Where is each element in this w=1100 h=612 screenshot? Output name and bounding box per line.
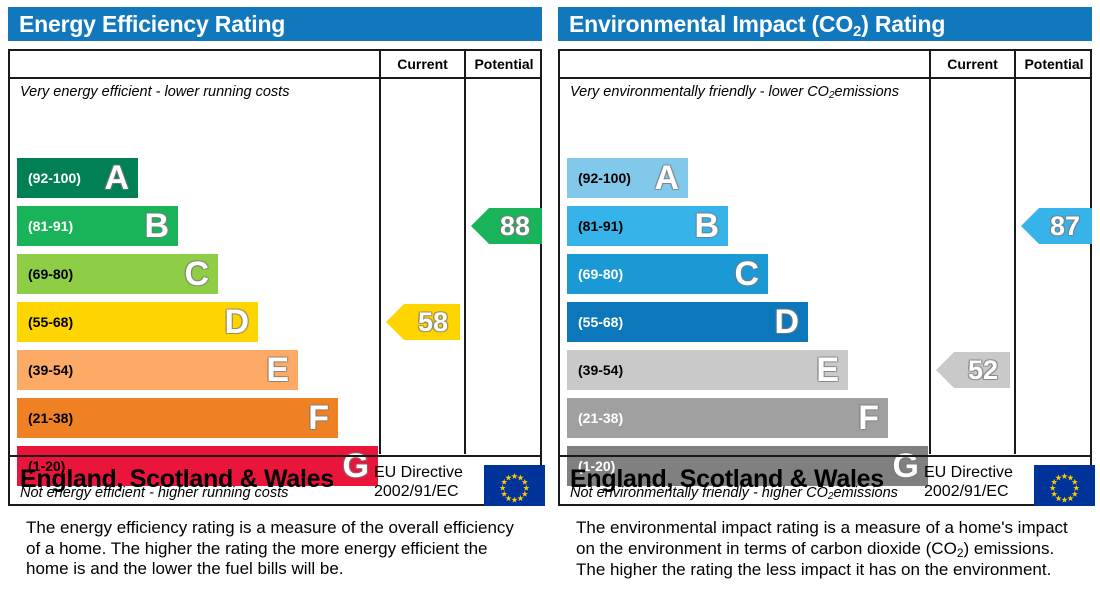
- bottom-caption: Not energy efficient - higher running co…: [20, 485, 289, 501]
- bottom-caption: Not environmentally friendly - higher CO…: [570, 482, 925, 504]
- band-letter-c: C: [734, 255, 759, 293]
- band-letter-c: C: [184, 255, 209, 293]
- bottom-caption-suffix: emissions: [833, 485, 898, 501]
- column-header-current: Current: [397, 56, 448, 72]
- top-caption: Very environmentally friendly - lower CO…: [570, 81, 925, 103]
- footer-directive-line2: 2002/91/EC: [924, 483, 1009, 500]
- band-range-b: (81-91): [578, 218, 624, 234]
- column-divider-2: [1014, 51, 1016, 454]
- top-caption-prefix: Very environmentally friendly - lower CO: [570, 84, 829, 100]
- environmental-impact-panel: Environmental Impact (CO2) Rating Curren…: [554, 0, 1098, 612]
- potential-rating-arrow: 88: [471, 208, 542, 244]
- band-letter-e: E: [816, 351, 839, 389]
- band-range-c: (69-80): [28, 266, 74, 282]
- footer-directive-label: EU Directive 2002/91/EC: [374, 463, 479, 501]
- page-title: Environmental Impact (CO2) Rating: [569, 10, 946, 40]
- energy-efficiency-description: The energy efficiency rating is a measur…: [26, 518, 514, 578]
- potential-rating-value: 88: [499, 210, 530, 241]
- band-range-a: (92-100): [578, 170, 631, 186]
- table-header-row: Current Potential: [560, 51, 1090, 79]
- band-row-a: (92-100) A: [567, 158, 688, 198]
- environmental-impact-description: The environmental impact rating is a mea…: [576, 518, 1076, 581]
- band-row-e: (39-54) E: [567, 350, 848, 390]
- band-row-d: (55-68) D: [567, 302, 808, 342]
- current-rating-arrow: 52: [936, 352, 1010, 388]
- band-range-b: (81-91): [28, 218, 74, 234]
- column-header-potential: Potential: [1024, 56, 1084, 72]
- potential-rating-value: 87: [1049, 210, 1080, 241]
- footer-row: England, Scotland & Wales EU Directive 2…: [560, 455, 1095, 506]
- footer-region-label: England, Scotland & Wales: [570, 465, 884, 493]
- band-row-e: (39-54) E: [17, 350, 298, 390]
- band-range-e: (39-54): [578, 362, 624, 378]
- energy-efficiency-panel: Energy Efficiency Rating Current Potenti…: [4, 0, 548, 612]
- description-part2: ) emissions. The higher the rating the l…: [576, 538, 1055, 580]
- column-divider-2: [464, 51, 466, 454]
- potential-rating-arrow: 87: [1021, 208, 1092, 244]
- band-range-f: (21-38): [28, 410, 74, 426]
- band-letter-b: B: [144, 207, 169, 245]
- current-rating-value: 52: [967, 354, 998, 385]
- band-row-d: (55-68) D: [17, 302, 258, 342]
- band-range-g: (1-20): [28, 458, 66, 474]
- footer-directive-line1: EU Directive: [924, 464, 1013, 481]
- bottom-caption-prefix: Not environmentally friendly - higher CO: [570, 485, 828, 501]
- title-prefix: Environmental Impact (CO: [569, 10, 854, 37]
- top-caption-subscript: 2: [828, 89, 835, 101]
- footer-directive-label: EU Directive 2002/91/EC: [924, 463, 1029, 501]
- page-title: Energy Efficiency Rating: [19, 10, 286, 37]
- eu-flag-icon: [484, 465, 545, 506]
- band-range-f: (21-38): [578, 410, 624, 426]
- band-row-g: (1-20) G: [17, 446, 378, 486]
- band-letter-a: A: [104, 159, 129, 197]
- band-letter-f: F: [858, 399, 879, 437]
- top-caption-suffix: emissions: [834, 84, 899, 100]
- energy-efficiency-table: Current Potential Very energy efficient …: [8, 49, 545, 506]
- footer-directive-line1: EU Directive: [374, 464, 463, 481]
- band-row-a: (92-100) A: [17, 158, 138, 198]
- description-part1: The environmental impact rating is a mea…: [576, 518, 1068, 558]
- environmental-impact-table: Current Potential Very environmentally f…: [558, 49, 1095, 506]
- band-row-b: (81-91) B: [17, 206, 178, 246]
- band-row-g: (1-20) G: [567, 446, 928, 486]
- band-row-f: (21-38) F: [17, 398, 338, 438]
- current-rating-value: 58: [417, 306, 448, 337]
- energy-efficiency-title-bar: Energy Efficiency Rating: [8, 7, 542, 41]
- band-letter-f: F: [308, 399, 329, 437]
- footer-row: England, Scotland & Wales EU Directive 2…: [10, 455, 545, 506]
- description-subscript: 2: [956, 545, 964, 560]
- band-letter-d: D: [224, 303, 249, 341]
- column-divider-1: [929, 51, 931, 454]
- footer-directive-line2: 2002/91/EC: [374, 483, 459, 500]
- band-row-c: (69-80) C: [17, 254, 218, 294]
- environmental-impact-title-bar: Environmental Impact (CO2) Rating: [558, 7, 1092, 41]
- eu-flag-icon: [1034, 465, 1095, 506]
- band-letter-g: G: [342, 447, 369, 485]
- column-divider-1: [379, 51, 381, 454]
- current-rating-arrow: 58: [386, 304, 460, 340]
- band-row-c: (69-80) C: [567, 254, 768, 294]
- band-row-b: (81-91) B: [567, 206, 728, 246]
- band-row-f: (21-38) F: [567, 398, 888, 438]
- band-range-a: (92-100): [28, 170, 81, 186]
- band-range-e: (39-54): [28, 362, 74, 378]
- table-header-row: Current Potential: [10, 51, 540, 79]
- column-header-potential: Potential: [474, 56, 534, 72]
- band-range-d: (55-68): [28, 314, 74, 330]
- bottom-caption-subscript: 2: [827, 490, 834, 502]
- band-range-d: (55-68): [578, 314, 624, 330]
- title-subscript: 2: [853, 22, 862, 40]
- footer-region-label: England, Scotland & Wales: [20, 465, 334, 493]
- band-letter-g: G: [892, 447, 919, 485]
- band-letter-b: B: [694, 207, 719, 245]
- column-header-current: Current: [947, 56, 998, 72]
- band-range-c: (69-80): [578, 266, 624, 282]
- top-caption: Very energy efficient - lower running co…: [20, 84, 290, 100]
- band-range-g: (1-20): [578, 458, 616, 474]
- title-suffix: ) Rating: [861, 10, 946, 37]
- band-letter-e: E: [266, 351, 289, 389]
- band-letter-d: D: [774, 303, 799, 341]
- band-letter-a: A: [654, 159, 679, 197]
